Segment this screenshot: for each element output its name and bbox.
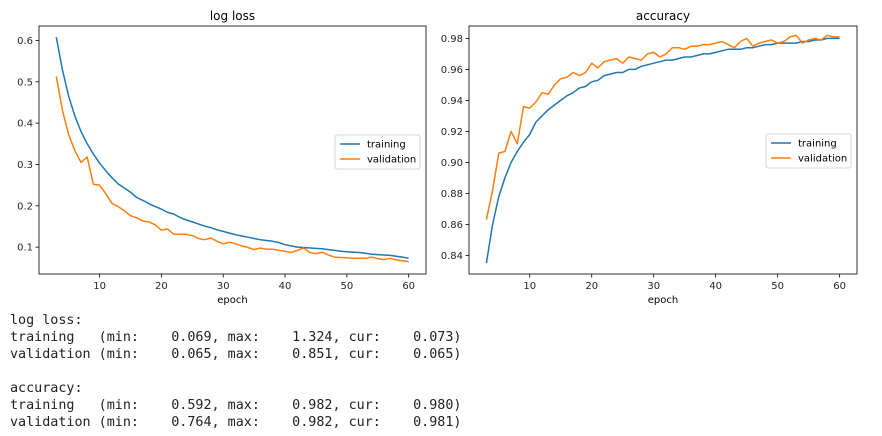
y-tick-label: 0.92 xyxy=(441,127,463,138)
accuracy-summary-header: accuracy: xyxy=(10,381,83,396)
chart-title: accuracy xyxy=(636,9,690,23)
x-tick-label: 20 xyxy=(585,281,598,292)
legend-label-training: training xyxy=(798,139,837,150)
x-tick-label: 50 xyxy=(771,281,784,292)
series-line-validation xyxy=(55,76,409,263)
loss-summary-validation: validation (min: 0.065, max: 0.851, cur:… xyxy=(10,347,462,362)
legend-label-training: training xyxy=(367,140,406,151)
accuracy-summary-validation: validation (min: 0.764, max: 0.982, cur:… xyxy=(10,415,462,430)
y-tick-label: 0.98 xyxy=(441,34,463,45)
x-tick-label: 10 xyxy=(523,281,536,292)
legend: training validation xyxy=(334,134,421,170)
legend-label-validation: validation xyxy=(798,154,847,165)
legend: training validation xyxy=(765,133,852,169)
y-tick-label: 0.84 xyxy=(441,251,463,262)
x-tick-label: 30 xyxy=(217,281,230,292)
y-tick-label: 0.5 xyxy=(17,77,33,88)
x-tick-label: 30 xyxy=(647,281,660,292)
y-tick-label: 0.3 xyxy=(17,160,33,171)
x-tick-label: 50 xyxy=(341,281,354,292)
loss-summary-training: training (min: 0.069, max: 1.324, cur: 0… xyxy=(10,330,462,345)
plot-frame xyxy=(38,25,427,275)
loss-summary-header: log loss: xyxy=(10,313,83,328)
series-line-validation xyxy=(485,34,840,220)
summary-spacer xyxy=(10,363,461,380)
y-tick-label: 0.96 xyxy=(441,65,463,76)
x-tick-label: 60 xyxy=(833,281,846,292)
y-tick-label: 0.1 xyxy=(17,243,33,254)
figure: log loss 10 20 30 40 50 60 0.1 0.2 0.3 0.4 0.5 0.6 ep… xyxy=(17,9,858,306)
y-tick-label: 0.88 xyxy=(441,189,463,200)
plot-frame xyxy=(468,25,858,275)
x-axis-label: epoch xyxy=(648,295,678,306)
log-loss-chart: log loss 10 20 30 40 50 60 0.1 0.2 0.3 0.4 0.5 0.6 ep… xyxy=(17,9,427,306)
series-line-training xyxy=(55,37,409,260)
x-tick-label: 60 xyxy=(402,281,415,292)
legend-label-validation: validation xyxy=(367,155,416,166)
chart-title: log loss xyxy=(210,9,255,23)
y-tick-label: 0.94 xyxy=(441,96,463,107)
y-tick-label: 0.2 xyxy=(17,201,33,212)
y-tick-label: 0.86 xyxy=(441,220,463,231)
y-tick-label: 0.90 xyxy=(441,158,463,169)
x-tick-label: 10 xyxy=(93,281,106,292)
series-line-training xyxy=(485,37,840,264)
y-tick-label: 0.6 xyxy=(17,36,33,47)
y-tick-label: 0.4 xyxy=(17,119,33,130)
accuracy-chart: accuracy 10 20 30 40 50 60 0.84 0.86 0.88 0.90 0.92… xyxy=(441,9,858,306)
accuracy-summary-training: training (min: 0.592, max: 0.982, cur: 0… xyxy=(10,398,462,413)
x-tick-label: 40 xyxy=(709,281,722,292)
x-axis-label: epoch xyxy=(217,295,247,306)
x-tick-label: 20 xyxy=(155,281,168,292)
training-summary: log loss: training (min: 0.069, max: 1.32… xyxy=(10,312,461,431)
x-tick-label: 40 xyxy=(279,281,292,292)
